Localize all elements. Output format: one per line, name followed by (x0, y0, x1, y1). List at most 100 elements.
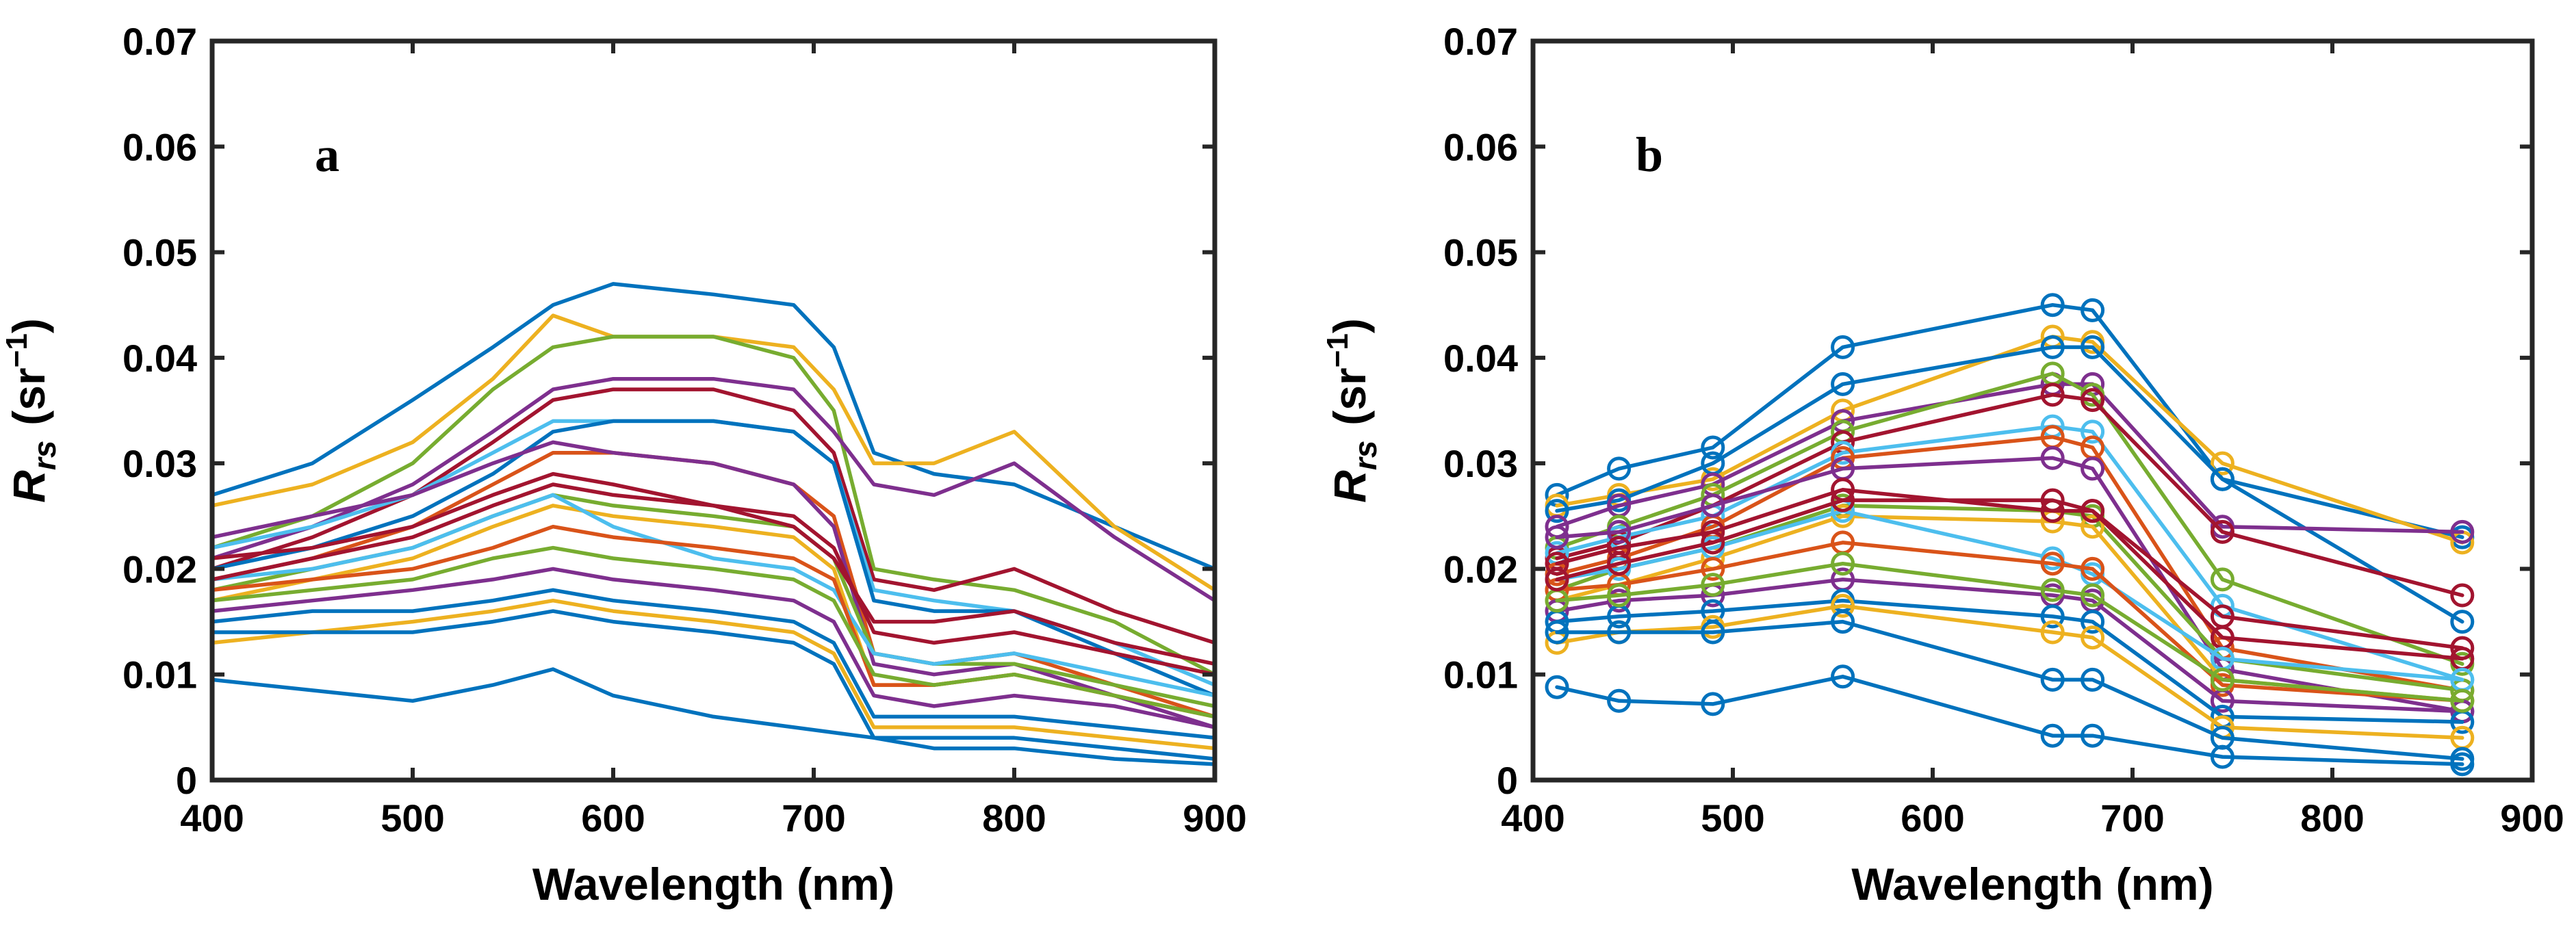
x-tick-label: 400 (180, 796, 244, 840)
x-tick-label: 500 (1701, 796, 1764, 840)
y-tick-label: 0.01 (1443, 653, 1518, 697)
y-axis-title-exponent: −1 (1321, 333, 1354, 367)
data-point-s9-5 (2081, 456, 2105, 481)
series-line-s15 (1555, 578, 2464, 714)
data-point-s19-7 (2450, 636, 2475, 660)
y-axis-title-subscript: rs (27, 441, 62, 470)
y-axis-title-unit-close: ) (1324, 318, 1375, 333)
series-line-s16 (1555, 598, 2464, 724)
panel-label: a (315, 127, 339, 182)
data-point-s19-2 (1701, 530, 1725, 555)
series-line-s18 (212, 545, 1215, 719)
x-axis-title: Wavelength (nm) (532, 859, 894, 909)
series-line-s16 (212, 588, 1215, 740)
data-point-s19-6 (2210, 604, 2234, 629)
x-tick-label: 700 (782, 796, 845, 840)
x-tick-label: 800 (982, 796, 1046, 840)
series-line-s4 (212, 376, 1215, 603)
y-axis-title-unit: (sr (3, 367, 54, 425)
data-point-s19-1 (1607, 552, 1632, 576)
data-point-s18-1 (1607, 583, 1632, 608)
data-point-s7-5 (2081, 419, 2105, 444)
data-point-s19-0 (1545, 567, 1569, 592)
y-axis-title-unit: (sr (1324, 367, 1375, 425)
y-tick-label: 0.03 (1443, 442, 1518, 485)
data-point-s20-1 (1607, 620, 1632, 645)
data-point-s1-1 (1607, 456, 1632, 481)
series-line-s7 (1555, 424, 2464, 682)
data-point-s1-5 (2081, 298, 2105, 322)
data-point-s20-4 (2040, 667, 2065, 692)
x-axis-title: Wavelength (nm) (1851, 859, 2213, 909)
x-tick-label: 400 (1501, 796, 1564, 840)
y-tick-label: 0.05 (123, 231, 197, 274)
data-point-s21-5 (2081, 723, 2105, 748)
y-axis-title-symbol: R (1324, 470, 1375, 503)
data-point-s19-3 (1831, 488, 1855, 513)
y-tick-label: 0.04 (123, 337, 197, 380)
series-line-s12 (212, 471, 1215, 677)
data-point-s6-5 (2081, 388, 2105, 413)
series-line-s21 (1555, 675, 2464, 766)
y-tick-label: 0.05 (1443, 231, 1518, 274)
plot-area (1545, 293, 2475, 777)
data-point-s14-5 (2081, 556, 2105, 581)
y-axis-title-unit-close: ) (3, 318, 54, 333)
y-axis-title-subscript: rs (1348, 441, 1383, 470)
axes-frame (1530, 38, 2535, 783)
data-point-s17-4 (2040, 620, 2065, 645)
series-line-s2 (212, 313, 1215, 593)
series-line-s3 (1555, 345, 2464, 624)
x-tick-label: 900 (2500, 796, 2564, 840)
data-point-s1-4 (2040, 293, 2065, 317)
data-point-s14-4 (2040, 552, 2065, 576)
panel-b-band-chart: 400 500 600 700 800 900 0 0.01 0.02 0.03 0.04 0.05 0… (1321, 20, 2564, 909)
series-line-s6 (1555, 393, 2464, 597)
y-tick-label: 0 (1497, 759, 1518, 802)
data-point-s9-1 (1607, 519, 1632, 544)
panel-label: b (1636, 127, 1663, 182)
axes-frame (209, 38, 1218, 783)
series-line-s13 (212, 493, 1215, 698)
series-line-s14 (1555, 541, 2464, 703)
series-line-s19 (212, 482, 1215, 666)
data-point-s18-4 (2040, 578, 2065, 602)
y-axis-title: Rrs (sr−1) (1321, 318, 1383, 503)
data-point-s20-3 (1831, 610, 1855, 634)
series-line-s17 (212, 598, 1215, 751)
data-point-s21-3 (1831, 664, 1855, 689)
series-line-s3 (212, 335, 1215, 677)
data-point-s4-7 (2450, 519, 2475, 544)
series-line-s1 (212, 282, 1215, 571)
y-axis-title-exponent: −1 (0, 333, 34, 367)
data-point-s19-5 (2081, 499, 2105, 523)
y-tick-label: 0.02 (1443, 547, 1518, 591)
y-tick-label: 0.04 (1443, 337, 1518, 380)
data-point-s18-5 (2081, 583, 2105, 608)
data-point-s20-2 (1701, 620, 1725, 645)
data-point-s16-4 (2040, 604, 2065, 629)
x-tick-label: 600 (1901, 796, 1964, 840)
series-line-s18 (1555, 561, 2464, 703)
series-line-s21 (212, 667, 1215, 766)
data-point-s12-0 (1545, 552, 1569, 576)
series-line-s20 (212, 609, 1215, 761)
y-tick-label: 0 (176, 759, 197, 802)
x-tick-label: 900 (1183, 796, 1246, 840)
data-point-s2-6 (2210, 451, 2234, 476)
data-point-s6-7 (2450, 583, 2475, 608)
data-point-s18-3 (1831, 552, 1855, 576)
x-tick-label: 500 (381, 796, 444, 840)
data-point-s3-6 (2210, 467, 2234, 491)
y-tick-label: 0.03 (123, 442, 197, 485)
x-tick-label: 700 (2100, 796, 2164, 840)
series-line-s5 (1555, 372, 2464, 666)
data-point-s3-7 (2450, 610, 2475, 634)
x-tick-label: 800 (2300, 796, 2364, 840)
y-tick-label: 0.06 (123, 125, 197, 168)
data-point-s21-4 (2040, 723, 2065, 748)
data-point-s9-4 (2040, 445, 2065, 470)
data-point-s9-0 (1545, 525, 1569, 549)
data-point-s21-0 (1545, 675, 1569, 699)
